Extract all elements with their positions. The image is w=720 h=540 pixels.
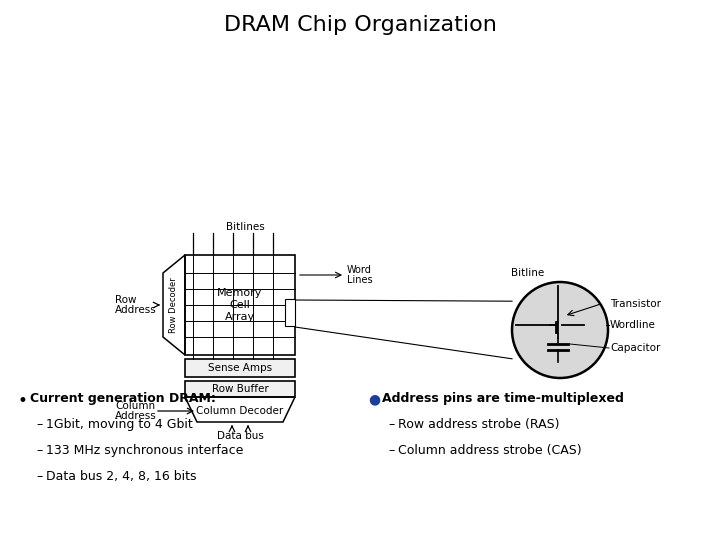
Text: Capacitor: Capacitor xyxy=(610,343,660,353)
Text: Row Decoder: Row Decoder xyxy=(169,277,179,333)
Text: Bitline: Bitline xyxy=(510,268,544,278)
Text: Column address strobe (CAS): Column address strobe (CAS) xyxy=(398,444,582,457)
Bar xyxy=(185,381,295,397)
Text: Bitlines: Bitlines xyxy=(225,222,264,232)
Text: Current generation DRAM:: Current generation DRAM: xyxy=(30,392,216,405)
Bar xyxy=(185,359,295,377)
Text: Data bus 2, 4, 8, 16 bits: Data bus 2, 4, 8, 16 bits xyxy=(46,470,197,483)
Text: –: – xyxy=(36,470,42,483)
Text: Row Buffer: Row Buffer xyxy=(212,384,269,394)
Text: Word: Word xyxy=(347,265,372,275)
Text: •: • xyxy=(18,392,28,410)
Text: 1Gbit, moving to 4 Gbit: 1Gbit, moving to 4 Gbit xyxy=(46,418,193,431)
Text: –: – xyxy=(388,418,395,431)
Text: Address: Address xyxy=(115,411,157,421)
Text: Data bus: Data bus xyxy=(217,431,264,441)
Bar xyxy=(285,299,295,326)
Text: Column: Column xyxy=(115,401,155,411)
Text: Array: Array xyxy=(225,312,255,322)
Text: Transistor: Transistor xyxy=(610,299,661,308)
Text: Address pins are time-multiplexed: Address pins are time-multiplexed xyxy=(382,392,624,405)
Text: Sense Amps: Sense Amps xyxy=(208,363,272,373)
Text: Row address strobe (RAS): Row address strobe (RAS) xyxy=(398,418,559,431)
Circle shape xyxy=(512,282,608,378)
Text: –: – xyxy=(388,444,395,457)
Text: DRAM Chip Organization: DRAM Chip Organization xyxy=(224,15,496,35)
Text: Memory: Memory xyxy=(217,288,263,298)
Text: Lines: Lines xyxy=(347,275,373,285)
Bar xyxy=(185,255,295,355)
Text: Column Decoder: Column Decoder xyxy=(197,406,284,416)
Text: Wordline: Wordline xyxy=(610,320,656,330)
Text: Address: Address xyxy=(115,305,157,315)
Text: Cell: Cell xyxy=(230,300,251,310)
Text: ●: ● xyxy=(368,392,380,406)
Text: Row: Row xyxy=(115,295,137,305)
Text: –: – xyxy=(36,444,42,457)
Text: 133 MHz synchronous interface: 133 MHz synchronous interface xyxy=(46,444,243,457)
Text: –: – xyxy=(36,418,42,431)
